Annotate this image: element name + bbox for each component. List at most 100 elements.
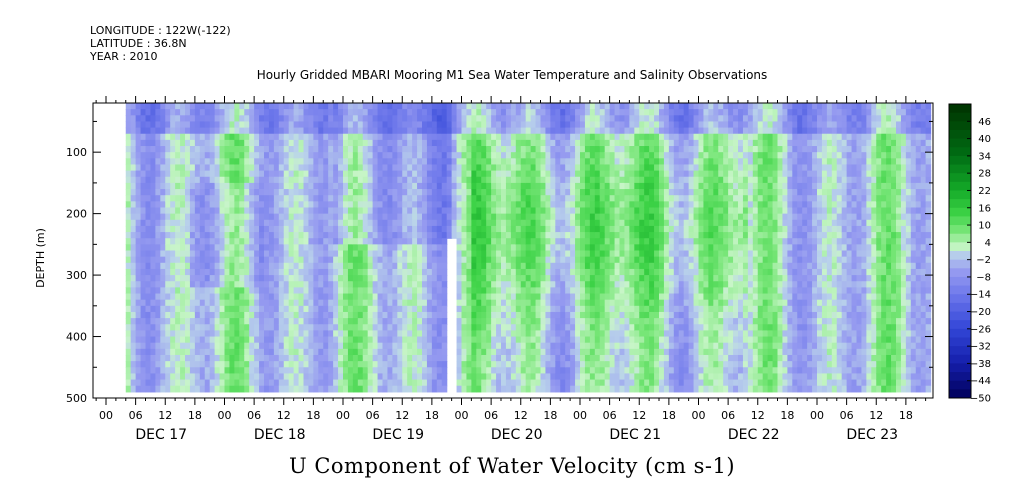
heatmap-cell	[362, 373, 369, 381]
heatmap-cell	[249, 189, 255, 196]
heatmap-cell	[644, 238, 650, 245]
heatmap-cell	[160, 176, 166, 184]
heatmap-cell	[160, 146, 166, 153]
heatmap-cell	[155, 103, 161, 110]
heatmap-cell	[293, 133, 300, 141]
heatmap-cell	[599, 367, 606, 375]
heatmap-cell	[584, 287, 591, 295]
heatmap-cell	[619, 170, 626, 178]
heatmap-cell	[619, 275, 626, 282]
heatmap-cell	[486, 133, 492, 141]
heatmap-cell	[565, 109, 571, 116]
heatmap-cell	[550, 342, 556, 350]
heatmap-cell	[584, 146, 591, 153]
heatmap-cell	[634, 348, 640, 356]
heatmap-cell	[431, 348, 438, 356]
heatmap-cell	[209, 348, 216, 356]
heatmap-cell	[471, 373, 477, 381]
heatmap-cell	[204, 152, 211, 159]
heatmap-cell	[308, 133, 314, 141]
heatmap-cell	[125, 146, 132, 153]
heatmap-cell	[594, 195, 601, 202]
heatmap-cell	[288, 182, 295, 190]
heatmap-cell	[639, 342, 645, 350]
heatmap-cell	[254, 275, 260, 282]
heatmap-cell	[387, 311, 393, 319]
heatmap-cell	[323, 287, 329, 295]
heatmap-cell	[461, 324, 468, 331]
heatmap-cell	[629, 299, 635, 307]
heatmap-cell	[471, 311, 477, 319]
heatmap-cell	[550, 152, 556, 159]
heatmap-cell	[412, 262, 418, 270]
heatmap-cell	[461, 115, 468, 123]
heatmap-cell	[288, 189, 295, 196]
heatmap-cell	[328, 189, 334, 196]
heatmap-cell	[426, 195, 433, 202]
heatmap-cell	[175, 305, 181, 313]
heatmap-cell	[333, 385, 339, 393]
heatmap-cell	[323, 311, 329, 319]
heatmap-cell	[155, 305, 161, 313]
heatmap-cell	[283, 250, 290, 258]
heatmap-cell	[392, 342, 398, 350]
heatmap-cell	[298, 238, 305, 245]
heatmap-cell	[501, 103, 507, 110]
heatmap-cell	[402, 256, 408, 264]
heatmap-cell	[505, 299, 512, 307]
heatmap-cell	[392, 373, 398, 381]
heatmap-cell	[189, 219, 196, 227]
heatmap-cell	[308, 170, 314, 178]
heatmap-cell	[273, 268, 280, 276]
heatmap-cell	[234, 176, 240, 184]
heatmap-cell	[224, 164, 231, 172]
heatmap-cell	[525, 348, 532, 356]
heatmap-cell	[145, 244, 152, 252]
heatmap-cell	[180, 152, 186, 159]
heatmap-cell	[535, 354, 542, 362]
heatmap-cell	[431, 127, 438, 135]
heatmap-cell	[367, 133, 374, 141]
heatmap-cell	[268, 219, 275, 227]
heatmap-cell	[145, 385, 152, 393]
heatmap-cell	[180, 213, 186, 221]
heatmap-cell	[412, 170, 418, 178]
heatmap-cell	[496, 207, 502, 215]
heatmap-cell	[347, 127, 354, 135]
heatmap-cell	[441, 133, 448, 141]
heatmap-cell	[229, 318, 235, 325]
heatmap-cell	[555, 176, 561, 184]
heatmap-cell	[412, 201, 418, 209]
heatmap-cell	[362, 318, 369, 325]
heatmap-cell	[639, 354, 645, 362]
heatmap-cell	[550, 189, 556, 196]
heatmap-cell	[392, 232, 398, 239]
heatmap-cell	[229, 182, 235, 190]
heatmap-cell	[614, 195, 621, 202]
heatmap-cell	[189, 287, 196, 295]
heatmap-cell	[214, 250, 221, 258]
heatmap-cell	[298, 244, 305, 252]
heatmap-cell	[229, 176, 235, 184]
heatmap-cell	[466, 152, 472, 159]
heatmap-cell	[362, 195, 369, 202]
heatmap-cell	[372, 348, 379, 356]
heatmap-cell	[481, 182, 487, 190]
heatmap-cell	[372, 299, 379, 307]
heatmap-cell	[515, 342, 522, 350]
heatmap-cell	[397, 213, 403, 221]
heatmap-cell	[145, 367, 152, 375]
heatmap-cell	[145, 281, 152, 288]
heatmap-cell	[619, 115, 626, 123]
heatmap-cell	[170, 311, 176, 319]
heatmap-cell	[520, 367, 527, 375]
heatmap-cell	[219, 262, 226, 270]
heatmap-cell	[629, 238, 635, 245]
heatmap-cell	[501, 311, 507, 319]
heatmap-cell	[436, 318, 443, 325]
heatmap-cell	[451, 115, 458, 123]
heatmap-cell	[175, 268, 181, 276]
heatmap-cell	[293, 305, 300, 313]
heatmap-cell	[644, 164, 650, 172]
heatmap-cell	[629, 373, 635, 381]
